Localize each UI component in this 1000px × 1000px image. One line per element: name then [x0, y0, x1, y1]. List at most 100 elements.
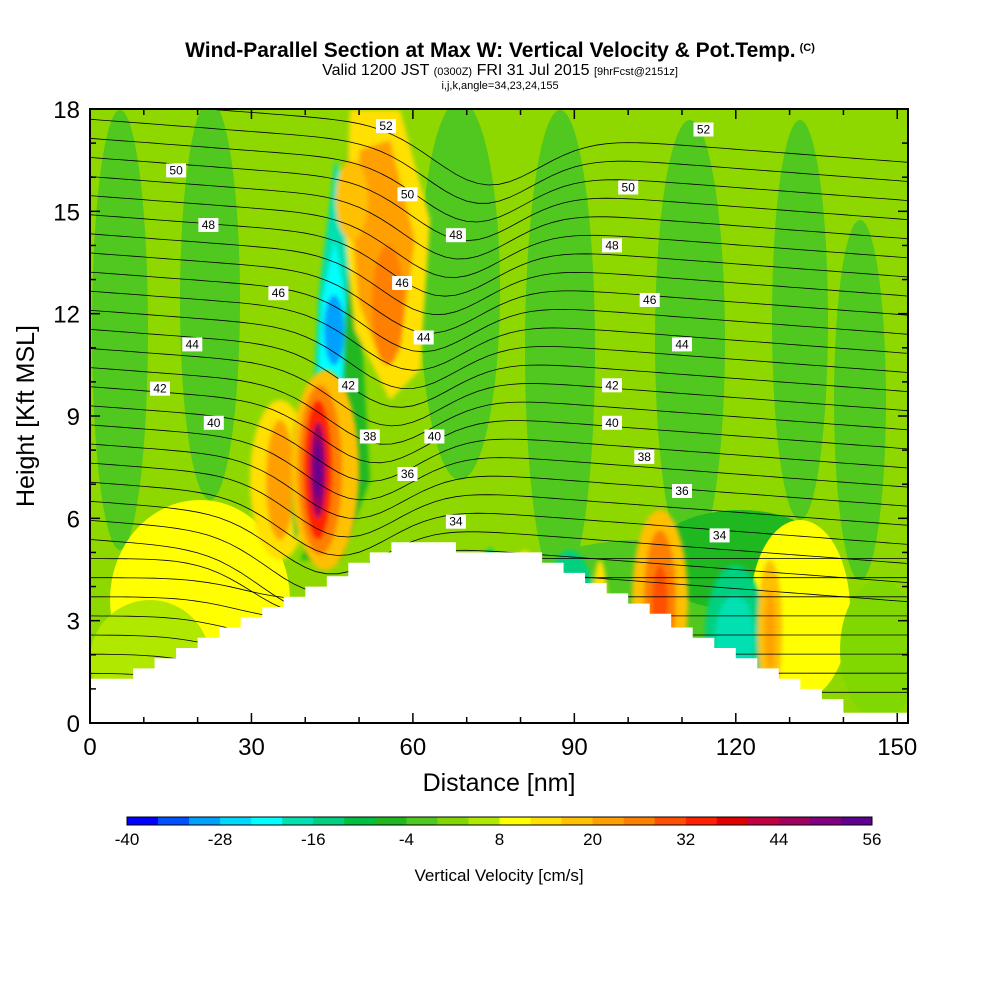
- y-tick-label: 15: [53, 199, 80, 226]
- theta-contour-line: [90, 500, 908, 575]
- contour-label: 36: [672, 484, 692, 498]
- contour-label-box: [413, 330, 434, 345]
- plume-up-upper: [336, 160, 368, 240]
- contour-label: 34: [709, 528, 730, 543]
- theta-contour-labels: 52 52 50 50 50 48 48 48 46 46 46 44 44 44 42 42 42 40 40 40…: [150, 119, 730, 543]
- contour-label-box: [392, 276, 413, 290]
- theta-contour-line: [90, 137, 908, 223]
- contour-label-text: 46: [395, 276, 409, 290]
- contour-label-box: [424, 429, 445, 444]
- colorbar-swatch: [499, 817, 532, 825]
- contour-label-box: [672, 337, 692, 352]
- contour-label: 44: [413, 330, 434, 345]
- colorbar-swatch: [530, 817, 563, 825]
- contour-label-box: [268, 286, 289, 301]
- theta-contour-line: [90, 176, 908, 260]
- contour-label-text: 48: [202, 218, 216, 232]
- contour-label-text: 50: [401, 187, 415, 201]
- contour-label-box: [198, 218, 219, 232]
- contour-label-text: 48: [605, 238, 619, 252]
- theta-contour-line: [90, 157, 908, 242]
- x-tick-label: 150: [877, 734, 917, 761]
- colorbar-swatch: [158, 817, 190, 825]
- contour-label: 50: [618, 180, 639, 195]
- contour-label-box: [359, 429, 380, 444]
- contour-label: 46: [392, 276, 413, 290]
- contour-label: 50: [397, 187, 418, 202]
- theta-contour-line: [201, 109, 908, 186]
- contour-label-box: [618, 180, 639, 195]
- contour-label-text: 40: [428, 430, 442, 444]
- title-tag: (C): [799, 42, 815, 54]
- contour-label-text: 48: [449, 228, 463, 242]
- colorbar-swatch: [313, 817, 345, 825]
- theta-contour-line: [90, 214, 908, 297]
- theta-contour-line: [90, 290, 908, 371]
- lee-wave-up-core: [765, 590, 775, 670]
- colorbar-swatch: [344, 817, 376, 825]
- contour-label: 40: [203, 415, 224, 430]
- plume-down-peak: [324, 295, 344, 365]
- theta-contour-line: [90, 443, 908, 519]
- tilted-plume: [300, 110, 430, 560]
- colorbar-swatch: [375, 817, 407, 825]
- contour-label-text: 52: [697, 123, 711, 137]
- band-weak-down: [525, 110, 595, 590]
- contour-label-text: 40: [207, 416, 221, 430]
- x-tick-label: 120: [716, 734, 756, 761]
- contour-label-text: 44: [186, 337, 200, 351]
- colorbar-swatch: [809, 817, 842, 825]
- contour-label: 52: [693, 122, 714, 137]
- x-axis-label: Distance [nm]: [423, 769, 576, 797]
- colorbar-tick-label: -40: [115, 830, 140, 849]
- contour-label: 40: [424, 429, 445, 444]
- contour-label-box: [445, 514, 466, 529]
- contour-label: 48: [445, 228, 466, 243]
- contour-label-box: [445, 228, 466, 243]
- contour-label-text: 46: [272, 286, 286, 300]
- x-tick-label: 30: [238, 734, 265, 761]
- contour-label-text: 46: [643, 293, 657, 307]
- contour-label-text: 36: [675, 484, 689, 498]
- y-tick-label: 0: [67, 711, 80, 738]
- theta-contour-line: [90, 405, 908, 482]
- colorbar-swatch: [561, 817, 594, 825]
- contour-label: 42: [602, 378, 622, 393]
- colorbar-swatch: [716, 817, 749, 825]
- band-weak-up: [840, 580, 908, 720]
- terrain-mask: [90, 542, 908, 723]
- colorbar-swatch: [592, 817, 625, 825]
- colorbar-tick-label: 56: [863, 830, 882, 849]
- contour-label: 42: [150, 381, 170, 396]
- theta-contour-line: [90, 520, 908, 594]
- contour-label-box: [602, 238, 622, 253]
- contour-label: 44: [672, 337, 692, 352]
- colorbar-tick-label: 44: [769, 830, 788, 849]
- colorbar-label: Vertical Velocity [cm/s]: [414, 866, 583, 885]
- colorbar-swatch: [251, 817, 283, 825]
- contour-label: 44: [182, 337, 203, 352]
- subtitle-fcst: [9hrFcst@2151z]: [593, 66, 678, 78]
- colorbar: [126, 816, 873, 826]
- colorbar-swatch: [437, 817, 469, 825]
- contour-label: 52: [376, 119, 396, 134]
- contour-label-box: [166, 163, 187, 178]
- strong-updraft: [250, 370, 359, 570]
- colorbar-swatch: [778, 817, 811, 825]
- contour-label-text: 40: [605, 416, 619, 430]
- contour-label-box: [634, 449, 655, 464]
- contour-label-text: 38: [638, 450, 652, 464]
- colorbar-swatch: [654, 817, 687, 825]
- contour-label: 38: [359, 429, 380, 444]
- plume-up-core: [372, 245, 404, 365]
- contour-label: 38: [634, 449, 655, 464]
- y-tick-label: 9: [67, 404, 80, 431]
- colorbar-swatch: [127, 817, 159, 825]
- x-tick-label: 60: [400, 734, 427, 761]
- colorbar-tick-label: 8: [495, 830, 504, 849]
- colorbar-tick-label: 20: [583, 830, 602, 849]
- colorbar-swatch: [747, 817, 780, 825]
- theta-contour-line: [90, 348, 908, 427]
- contour-label-text: 50: [169, 163, 183, 177]
